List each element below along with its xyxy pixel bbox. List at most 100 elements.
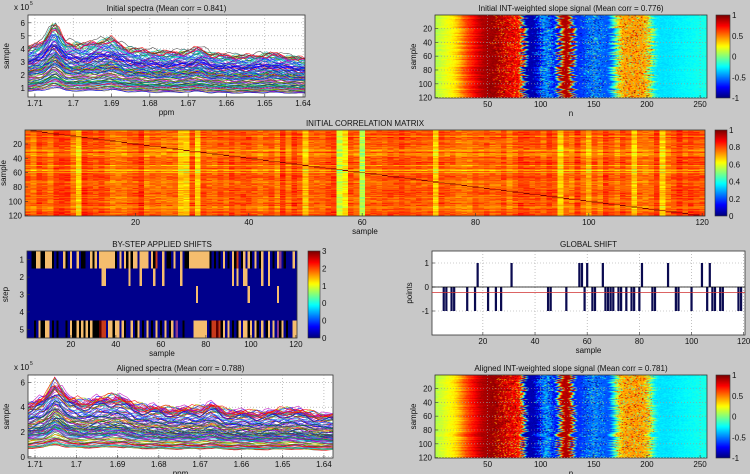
colorbar-tick-label: 3 xyxy=(322,247,327,256)
shift-bar xyxy=(583,287,586,311)
spectrum-line xyxy=(28,439,333,448)
spectrum-line xyxy=(28,434,333,446)
axes-box xyxy=(27,374,334,459)
shift-bar xyxy=(604,287,607,311)
spectrum-line xyxy=(28,430,333,445)
chart-title: Initial spectra (Mean corr = 0.841) xyxy=(107,4,227,13)
axes-box xyxy=(26,250,298,339)
shift-bar xyxy=(633,287,636,311)
spectrum-line xyxy=(28,423,333,440)
spectrum-line xyxy=(28,61,305,80)
shift-bar xyxy=(708,263,711,287)
spectrum-line xyxy=(28,29,305,61)
y-axis-label: sample xyxy=(409,43,418,69)
y-tick-label: 4 xyxy=(20,308,25,317)
y-tick-label: 80 xyxy=(13,183,22,192)
y-axis-label: sample xyxy=(2,43,11,69)
colorbar-tick-label: 0 xyxy=(322,334,327,343)
x-tick-label: 100 xyxy=(582,218,596,227)
shift-bar xyxy=(721,287,724,311)
shift-bar xyxy=(638,287,641,311)
shift-bar xyxy=(653,287,657,311)
y-axis-label: sample xyxy=(2,403,11,429)
shift-bar xyxy=(565,287,568,311)
x-tick-label: 250 xyxy=(693,100,707,109)
shift-bar xyxy=(606,287,610,311)
y-axis-label: step xyxy=(1,286,10,302)
x-tick-label: 80 xyxy=(635,337,644,346)
x-tick-label: 120 xyxy=(695,218,709,227)
axes-box xyxy=(434,14,708,99)
colorbar-tick-label: 0 xyxy=(322,299,327,308)
spectrum-line xyxy=(28,399,333,429)
spectrum-line xyxy=(28,394,333,422)
colorbar-tick-label: 2 xyxy=(322,264,327,273)
shift-bar xyxy=(609,287,612,311)
spectrum-line xyxy=(28,415,333,438)
y-tick-label: 5 xyxy=(21,32,26,41)
shift-bar xyxy=(593,287,597,311)
y-tick-label: 100 xyxy=(419,440,433,449)
y-tick-label: 1 xyxy=(425,259,430,268)
spectrum-line xyxy=(28,52,305,76)
colorbar-tick-label: -1 xyxy=(732,94,740,103)
spectrum-line xyxy=(28,84,305,93)
x-axis-label: n xyxy=(569,469,573,474)
y-tick-label: 4 xyxy=(21,45,26,54)
x-tick-label: 1.65 xyxy=(257,99,273,108)
spectrum-line xyxy=(28,426,333,441)
x-tick-label: 1.71 xyxy=(27,99,43,108)
shift-bar xyxy=(619,287,623,311)
spectrum-line xyxy=(28,39,305,70)
shift-bar xyxy=(666,263,670,287)
y-tick-label: 120 xyxy=(9,212,23,221)
heatmap-image xyxy=(435,375,707,458)
shift-bar xyxy=(466,287,469,311)
x-tick-label: 1.7 xyxy=(68,99,80,108)
y-tick-label: 4 xyxy=(21,403,26,412)
exponent-label: x 10 xyxy=(14,3,30,12)
shift-bar xyxy=(473,287,477,311)
colorbar-tick-label: -0.5 xyxy=(732,433,746,442)
chart-title: Initial INT-weighted slope signal (Mean … xyxy=(478,4,664,13)
colorbar-tick-label: 0.6 xyxy=(729,160,741,169)
shift-bar xyxy=(546,287,550,311)
chart-title: Aligned spectra (Mean corr = 0.788) xyxy=(117,364,245,373)
colorbar-tick-label: -0.5 xyxy=(732,73,746,82)
y-tick-label: 120 xyxy=(419,454,433,463)
spectrum-line xyxy=(28,442,333,450)
spectrum-line xyxy=(28,397,333,425)
spectrum-line xyxy=(28,386,333,422)
x-tick-label: 20 xyxy=(66,340,75,349)
shift-bar xyxy=(713,287,717,311)
shift-bar xyxy=(651,287,654,311)
spectrum-line xyxy=(28,411,333,434)
spectrum-line xyxy=(28,45,305,71)
x-tick-label: 40 xyxy=(111,340,120,349)
colorbar xyxy=(308,251,320,338)
y-tick-label: 1 xyxy=(20,256,25,265)
shift-bar xyxy=(630,287,633,311)
spectrum-line xyxy=(28,409,333,430)
x-tick-label: 100 xyxy=(244,340,258,349)
x-tick-label: 100 xyxy=(685,337,699,346)
spectrum-line xyxy=(28,442,333,450)
spectrum-line xyxy=(28,376,333,418)
spectrum-line xyxy=(28,77,305,89)
x-tick-label: 50 xyxy=(483,100,492,109)
y-tick-label: 2 xyxy=(21,71,26,80)
shift-bar xyxy=(690,287,693,311)
y-tick-label: -1 xyxy=(422,307,430,316)
chart-title: BY-STEP APPLIED SHIFTS xyxy=(112,240,212,249)
shift-bar xyxy=(711,287,714,311)
shift-bar xyxy=(510,263,513,287)
x-tick-label: 150 xyxy=(587,100,601,109)
y-tick-label: 80 xyxy=(423,426,432,435)
colorbar-tick-label: 1 xyxy=(729,126,734,135)
x-tick-label: 100 xyxy=(534,460,548,469)
shift-bar xyxy=(700,263,704,287)
shift-bar xyxy=(442,287,445,311)
shift-bar xyxy=(500,287,503,311)
